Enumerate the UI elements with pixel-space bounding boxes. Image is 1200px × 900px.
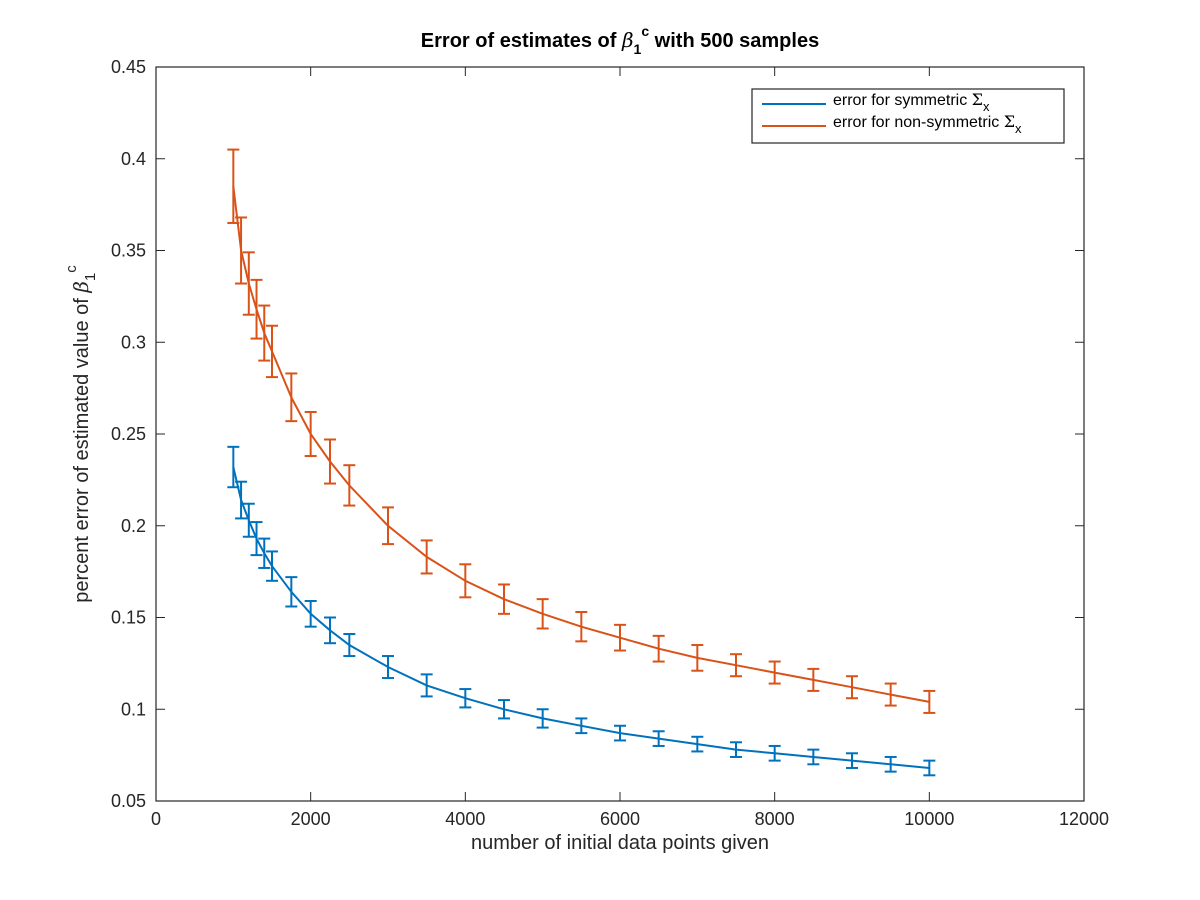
y-tick-label: 0.35 (111, 241, 146, 261)
error-bar (923, 759, 936, 777)
error-bar (266, 550, 278, 582)
y-tick-label: 0.3 (121, 332, 146, 352)
error-bar (459, 688, 472, 709)
error-bar (420, 539, 433, 575)
error-bar (304, 410, 317, 458)
error-bar (730, 741, 742, 758)
x-tick-label: 10000 (904, 809, 954, 829)
legend: error for symmetric Σx error for non-sym… (751, 88, 1065, 144)
error-bar (250, 521, 263, 557)
legend-label-nonsymmetric-subscript: x (1015, 121, 1022, 136)
x-tick-label: 12000 (1059, 809, 1109, 829)
error-bar (923, 689, 936, 714)
title-subscript: 1 (634, 41, 642, 57)
error-bar (691, 735, 704, 753)
error-bar (768, 744, 781, 762)
error-bar (242, 502, 255, 538)
error-bar (235, 480, 248, 520)
error-bar (575, 717, 588, 735)
error-bar (324, 616, 336, 645)
error-bar (768, 660, 781, 685)
error-bar (807, 748, 820, 766)
legend-label-nonsymmetric-symbol: Σ (1004, 112, 1015, 131)
error-bar (691, 644, 704, 672)
error-bar (884, 755, 897, 773)
x-tick-label: 6000 (600, 809, 640, 829)
error-bar (250, 278, 263, 340)
y-axis-label-superscript: c (63, 265, 80, 273)
error-bar (382, 506, 394, 546)
title-symbol: β (621, 28, 634, 52)
series-0 (227, 445, 936, 777)
x-tick-label: 0 (151, 809, 161, 829)
chart-title: Error of estimates of β1 c with 500 sampl… (421, 23, 819, 57)
title-suffix: with 500 samples (649, 30, 819, 52)
y-tick-label: 0.2 (121, 516, 146, 536)
y-tick-label: 0.25 (111, 424, 146, 444)
y-axis-label-subscript: 1 (82, 273, 99, 281)
error-bar (498, 583, 510, 615)
legend-box (751, 88, 1065, 144)
error-bar (343, 633, 356, 658)
legend-label-symmetric-symbol: Σ (972, 90, 983, 109)
series-1 (227, 148, 936, 714)
error-bar (242, 251, 255, 316)
error-bar (846, 675, 858, 700)
axes-background (156, 67, 1084, 801)
error-bar (304, 599, 317, 628)
error-bar (614, 724, 626, 742)
error-bar (884, 682, 897, 707)
y-axis-ticks: 0.05 0.1 0.15 0.2 0.25 0.3 0.35 0.4 0.45 (111, 57, 1084, 811)
legend-label-nonsymmetric: error for non-symmetric Σx (833, 112, 1022, 136)
error-bar (536, 708, 549, 729)
error-bar (459, 563, 472, 599)
y-tick-label: 0.4 (121, 149, 146, 169)
error-bar (285, 576, 298, 608)
legend-label-symmetric: error for symmetric Σx (833, 90, 990, 114)
y-tick-label: 0.05 (111, 791, 146, 811)
x-tick-label: 8000 (755, 809, 795, 829)
error-bar (652, 730, 665, 747)
x-axis-ticks: 0 2000 4000 6000 8000 10000 12000 (151, 67, 1109, 829)
error-bar (258, 304, 271, 362)
x-axis-label: number of initial data points given (471, 832, 769, 854)
title-superscript: c (641, 23, 649, 39)
error-bar (258, 537, 271, 569)
error-bar (382, 655, 394, 680)
error-bar (420, 673, 433, 698)
x-tick-label: 2000 (291, 809, 331, 829)
error-bar (846, 752, 858, 769)
y-axis-label: percent error of estimated value of β1c (63, 265, 99, 603)
error-bar (324, 438, 336, 485)
legend-label-symmetric-subscript: x (983, 99, 990, 114)
y-tick-label: 0.1 (121, 699, 146, 719)
y-tick-label: 0.15 (111, 608, 146, 628)
y-tick-label: 0.45 (111, 57, 146, 77)
title-prefix: Error of estimates of (421, 30, 622, 52)
error-bar (730, 653, 742, 678)
error-bar (227, 445, 240, 489)
y-axis-label-group: percent error of estimated value of β1c (63, 265, 99, 603)
error-bar (498, 699, 510, 720)
y-axis-label-symbol: β (69, 281, 93, 294)
error-bar (536, 598, 549, 630)
series-layer (227, 148, 936, 777)
y-axis-label-text: percent error of estimated value of (71, 293, 93, 603)
legend-label-symmetric-text: error for symmetric (833, 92, 972, 109)
error-bar (266, 324, 278, 379)
error-bar (235, 216, 248, 285)
error-bar (614, 623, 626, 652)
error-bar (575, 610, 588, 643)
error-bar (343, 464, 356, 507)
error-bar (652, 634, 665, 663)
error-bar (227, 148, 240, 224)
plot-area: 0 2000 4000 6000 8000 10000 12000 0.050.10.150… (111, 57, 1109, 829)
error-bar (285, 372, 298, 423)
error-bar (807, 667, 820, 692)
legend-label-nonsymmetric-text: error for non-symmetric (833, 114, 1004, 131)
x-tick-label: 4000 (445, 809, 485, 829)
